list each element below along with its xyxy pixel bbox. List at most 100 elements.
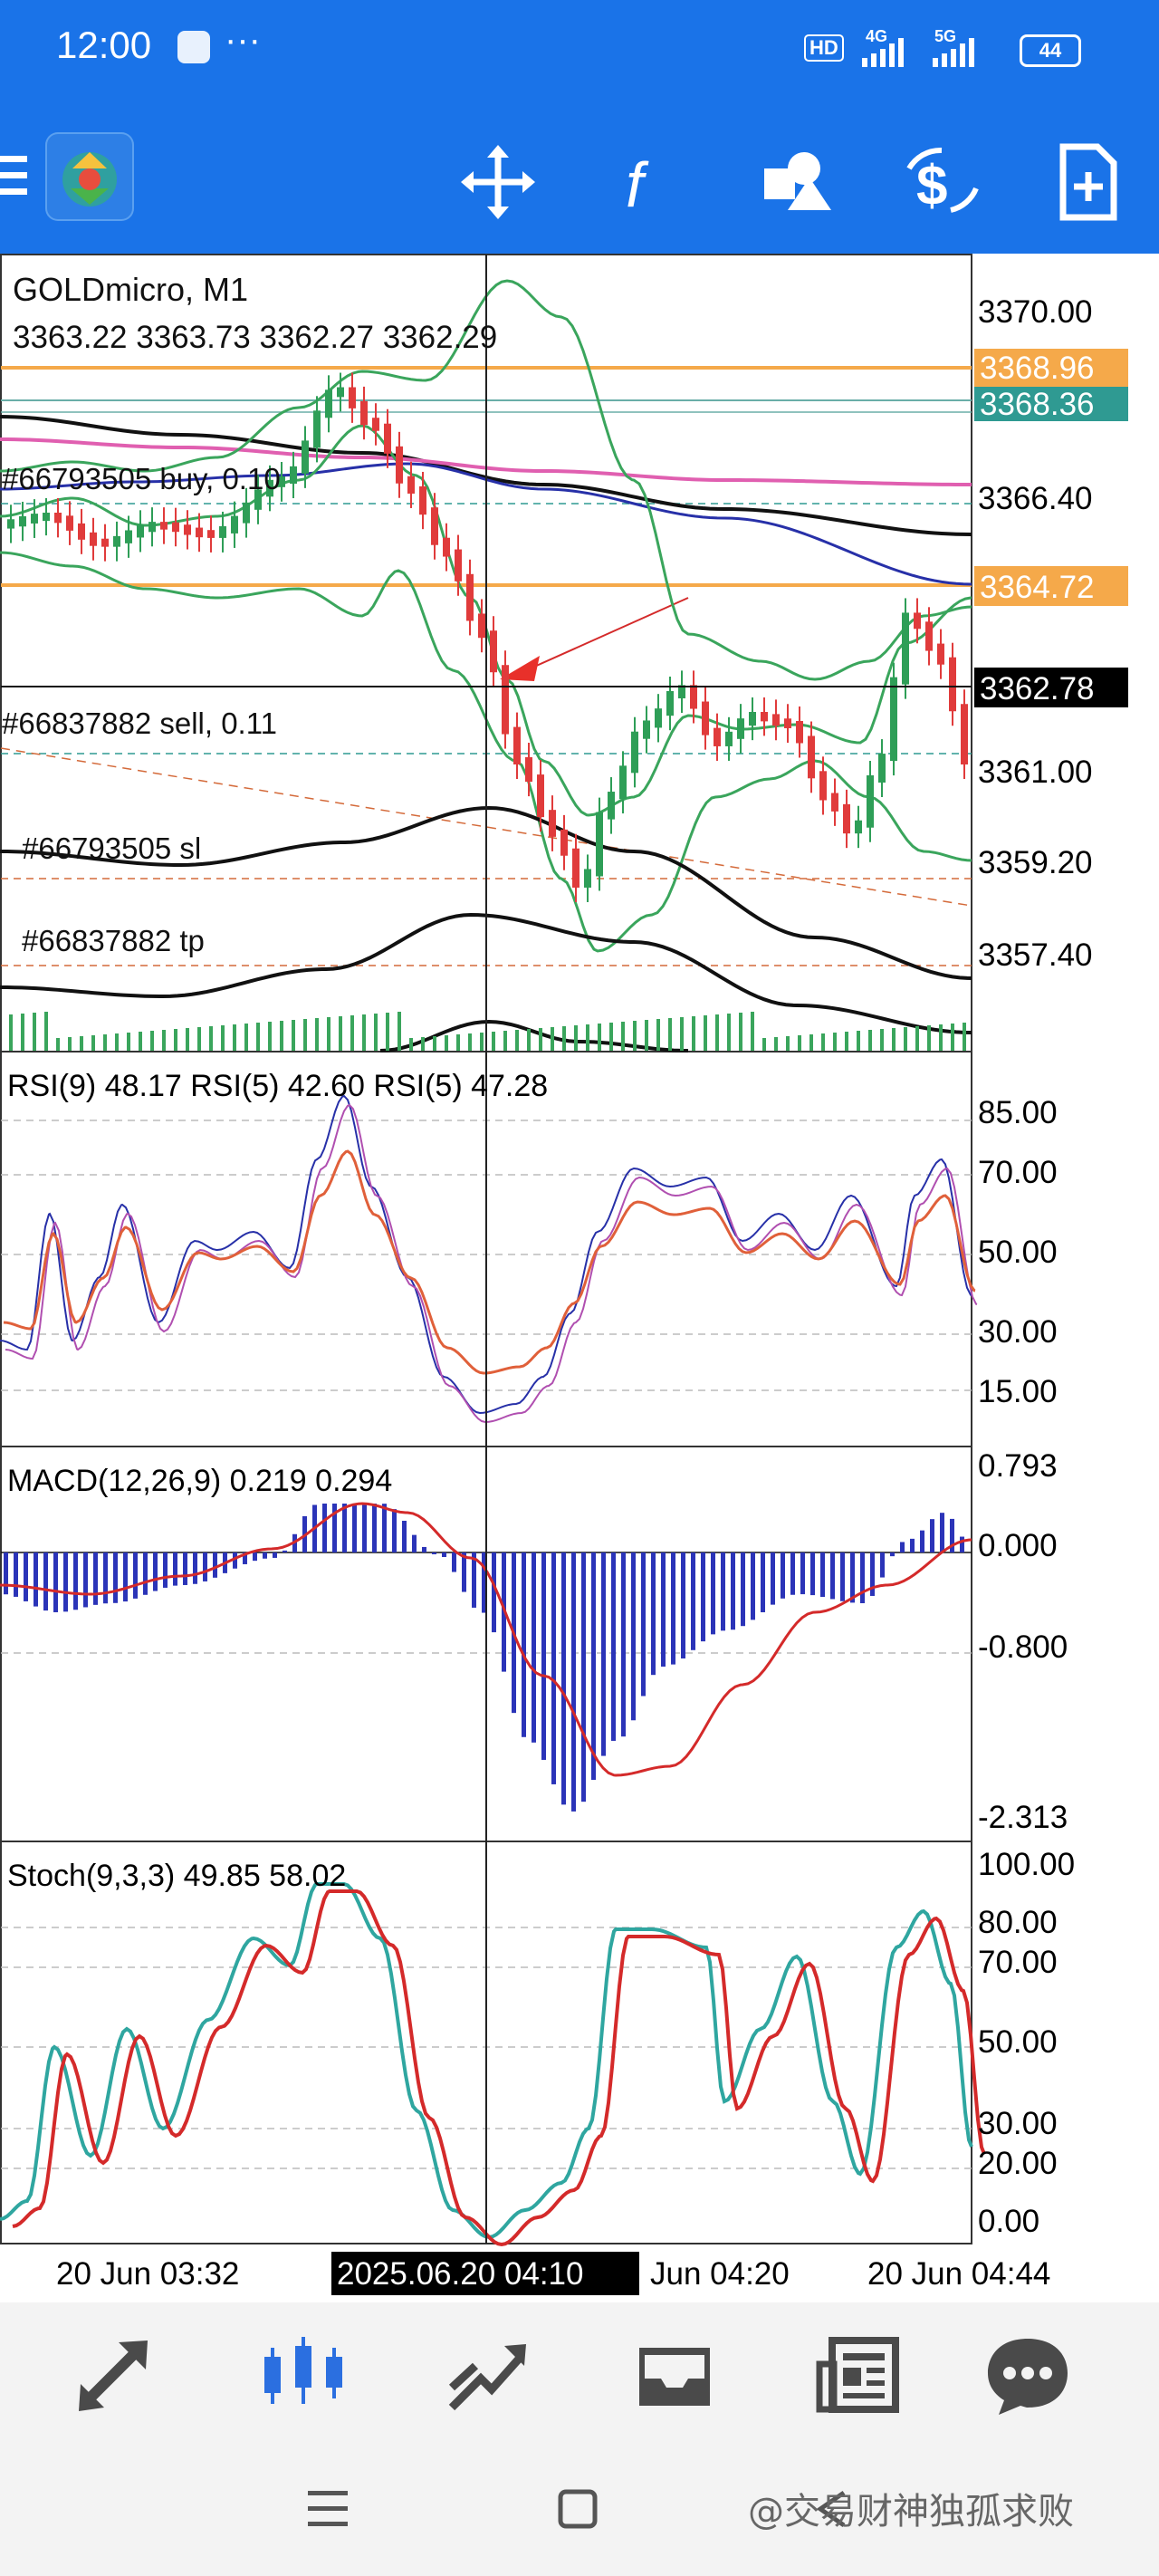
home-icon[interactable] [558, 2489, 598, 2529]
candle-body [725, 731, 733, 746]
volume-bar [162, 1030, 166, 1051]
macd-histogram-bar [800, 1552, 805, 1595]
order-buy-label[interactable]: #66793505 buy, 0.10 [2, 462, 281, 495]
candle-body [666, 691, 674, 716]
back-icon[interactable] [813, 2489, 849, 2529]
volume-bar [197, 1027, 201, 1051]
macd-histogram-bar [681, 1552, 685, 1659]
candle-body [749, 712, 756, 726]
macd-histogram-bar [352, 1504, 357, 1552]
metatrader-logo-icon[interactable] [45, 132, 134, 221]
macd-histogram-bar [850, 1552, 855, 1603]
volume-bar [492, 1032, 495, 1051]
volume-bar [56, 1038, 60, 1051]
volume-bar [68, 1037, 72, 1051]
recent-apps-icon[interactable] [306, 2489, 351, 2529]
volume-bar [762, 1038, 766, 1051]
system-navigation-bar: @交易财神独孤求败 [0, 2442, 1159, 2576]
macd-histogram-bar [263, 1552, 267, 1559]
volume-bar [209, 1026, 213, 1051]
volume-bar [174, 1029, 177, 1051]
trade-line-icon[interactable] [439, 2330, 539, 2420]
objects-shapes-icon[interactable] [752, 141, 842, 223]
more-notifications: ··· [225, 20, 261, 60]
price-tick: 3361.00 [978, 755, 1093, 790]
macd-histogram-bar [362, 1504, 367, 1552]
volume-bar [633, 1021, 637, 1051]
candle-body [925, 621, 933, 651]
order-sl-label[interactable]: #66793505 sl [22, 831, 201, 865]
macd-histogram-bar [581, 1552, 586, 1802]
volume-bar [562, 1026, 566, 1051]
chart-canvas[interactable]: GOLDmicro, M1 3363.22 3363.73 3362.27 33… [0, 254, 1159, 2302]
macd-histogram-bar [203, 1552, 207, 1581]
volume-bar [621, 1022, 625, 1051]
price-tick: 3366.40 [978, 481, 1093, 516]
volume-bar [751, 1012, 754, 1051]
macd-tick: -2.313 [978, 1800, 1068, 1835]
candle-body [961, 704, 968, 764]
macd-histogram-bar [63, 1552, 68, 1612]
macd-histogram-bar [392, 1509, 397, 1552]
volume-bar [303, 1019, 307, 1051]
order-sell-label[interactable]: #66837882 sell, 0.11 [2, 706, 277, 740]
volume-bar [586, 1024, 589, 1051]
chart-area[interactable]: GOLDmicro, M1 3363.22 3363.73 3362.27 33… [0, 254, 1159, 2302]
stoch-signal-line [12, 1889, 986, 2247]
history-inbox-icon[interactable] [625, 2330, 724, 2420]
new-order-icon[interactable] [1041, 141, 1132, 223]
order-tp-label[interactable]: #66837882 tp [22, 924, 205, 957]
volume-bar [409, 1038, 413, 1051]
macd-histogram-bar [571, 1552, 576, 1812]
macd-tick: 0.000 [978, 1528, 1058, 1563]
macd-histogram-bar [641, 1552, 646, 1697]
macd-histogram-bar [611, 1552, 616, 1741]
macd-histogram-bar [402, 1521, 407, 1552]
candle-body [596, 812, 603, 877]
macd-tick: 0.793 [978, 1448, 1058, 1484]
macd-histogram-bar [452, 1552, 456, 1572]
chat-bubble-icon[interactable] [982, 2330, 1082, 2420]
rsi-tick: 50.00 [978, 1235, 1058, 1270]
hamburger-menu-icon[interactable] [0, 156, 31, 196]
macd-histogram-bar [273, 1552, 277, 1558]
macd-histogram-bar [153, 1552, 158, 1591]
macd-histogram-bar [24, 1552, 28, 1601]
time-label: 20 Jun 04:44 [867, 2256, 1050, 2292]
macd-histogram-bar [472, 1552, 476, 1608]
candle-body [66, 515, 73, 531]
candle-body [384, 423, 391, 454]
stoch-tick: 100.00 [978, 1847, 1075, 1882]
crosshair-move-icon[interactable] [453, 141, 543, 223]
candle-body [43, 513, 50, 522]
price-tag-orange-2 [974, 566, 1128, 606]
macd-histogram-bar [322, 1504, 327, 1552]
macd-histogram-bar [840, 1552, 845, 1601]
candle-body [302, 440, 309, 474]
function-f-icon[interactable]: f [602, 141, 693, 223]
macd-histogram-bar [731, 1552, 735, 1630]
volume-bar [292, 1020, 295, 1051]
main-price-layer [0, 279, 972, 1053]
volume-bar [939, 1024, 943, 1051]
price-tick: 3357.40 [978, 937, 1093, 973]
volume-bar [44, 1012, 48, 1051]
chart-candles-icon[interactable] [254, 2330, 353, 2420]
candle-body [7, 519, 14, 529]
volume-bar [315, 1018, 319, 1051]
macd-histogram-bar [93, 1552, 98, 1605]
macd-histogram-bar [482, 1552, 486, 1613]
macd-histogram-bar [631, 1552, 636, 1721]
signal-4g-icon [862, 38, 904, 67]
candle-body [360, 400, 368, 426]
quotes-arrows-icon[interactable] [68, 2330, 168, 2420]
candle-body [761, 712, 768, 722]
dollar-trade-icon[interactable]: $ [896, 141, 987, 223]
news-icon[interactable] [810, 2330, 910, 2420]
stoch-tick: 80.00 [978, 1905, 1058, 1940]
macd-histogram-bar [541, 1552, 546, 1760]
macd-histogram-bar [103, 1552, 108, 1604]
macd-histogram-bar [233, 1552, 237, 1569]
candle-body [407, 476, 415, 494]
ma-magenta [0, 437, 972, 486]
